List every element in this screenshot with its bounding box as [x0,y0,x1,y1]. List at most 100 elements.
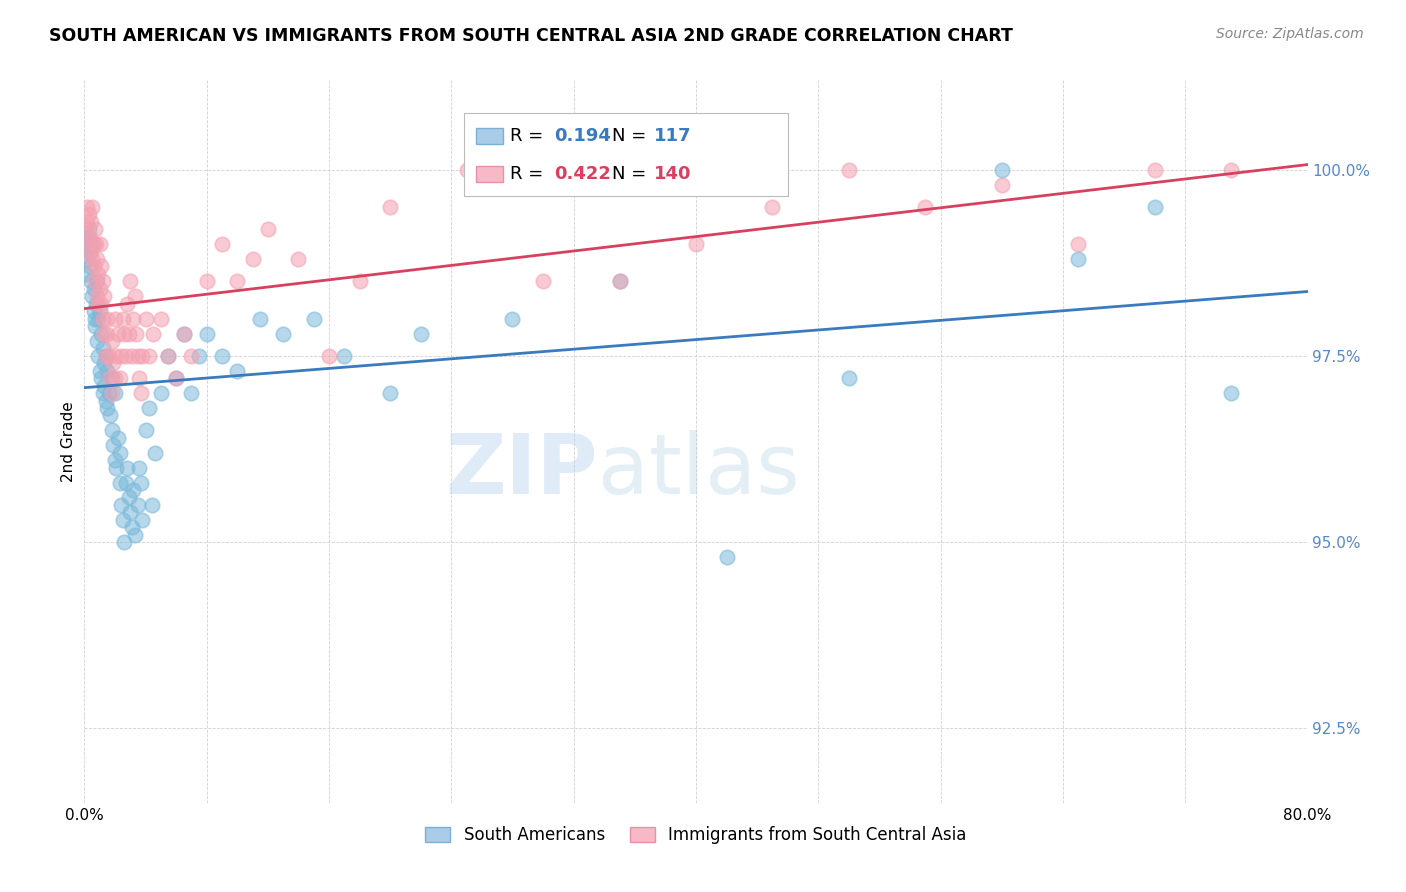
Point [502,311,524,326]
Point [380,200,402,214]
Point [111,513,134,527]
Point [91,342,114,356]
Point [157,349,180,363]
Point [80,200,103,214]
Point [142,326,165,341]
Point [111,311,134,326]
Point [90,371,112,385]
Point [141,498,163,512]
Point [1143,162,1166,177]
Point [104,371,127,385]
Point [91,386,114,401]
Point [112,326,135,341]
Point [114,349,136,363]
Point [1220,162,1243,177]
Point [121,349,143,363]
Point [1067,252,1090,266]
Point [716,549,738,564]
Point [128,371,150,385]
Point [114,475,136,490]
Point [87,311,110,326]
Point [112,535,135,549]
Point [531,274,554,288]
Point [1220,386,1243,401]
Point [685,237,707,252]
Point [409,326,432,341]
Point [93,326,115,341]
Point [80,215,103,229]
Point [96,364,118,378]
Point [135,423,157,437]
Point [93,356,115,370]
Point [127,349,149,363]
Point [103,438,125,452]
Point [333,349,356,363]
Point [991,162,1014,177]
Point [105,460,128,475]
FancyBboxPatch shape [475,166,503,182]
Point [77,207,100,221]
Point [75,267,97,281]
Text: SOUTH AMERICAN VS IMMIGRANTS FROM SOUTH CENTRAL ASIA 2ND GRADE CORRELATION CHART: SOUTH AMERICAN VS IMMIGRANTS FROM SOUTH … [49,27,1014,45]
Point [76,215,98,229]
Point [77,237,100,252]
Point [318,349,340,363]
Point [115,460,138,475]
Point [84,274,107,288]
Point [173,326,195,341]
Point [86,334,108,348]
Point [609,274,631,288]
Text: Source: ZipAtlas.com: Source: ZipAtlas.com [1216,27,1364,41]
Point [89,237,111,252]
Text: 140: 140 [654,165,692,183]
Point [249,311,271,326]
Point [80,274,103,288]
Point [761,200,783,214]
Point [97,386,120,401]
Point [107,326,129,341]
Point [456,162,478,177]
Point [76,237,98,252]
Point [122,311,145,326]
Point [105,349,128,363]
Point [138,401,160,415]
Point [125,326,148,341]
Point [84,319,107,334]
Text: ZIP: ZIP [446,430,598,511]
Point [121,520,143,534]
Point [89,282,111,296]
Point [76,200,98,214]
Point [101,371,124,385]
Point [124,289,146,303]
Point [86,289,108,303]
Point [98,371,121,385]
Point [80,237,103,252]
Point [103,356,125,370]
Point [84,311,107,326]
Point [94,349,117,363]
Point [120,274,142,288]
Text: N =: N = [612,165,651,183]
Point [257,222,280,236]
Point [287,252,309,266]
Point [104,386,127,401]
Point [131,349,153,363]
Point [96,311,118,326]
Point [120,505,142,519]
Point [135,311,157,326]
Point [90,326,112,341]
Text: R =: R = [510,127,548,145]
FancyBboxPatch shape [464,112,787,196]
Point [79,244,101,259]
Point [83,282,105,296]
Point [83,237,105,252]
Point [108,475,131,490]
Text: N =: N = [612,127,651,145]
Point [838,162,860,177]
Point [104,453,127,467]
Point [108,446,131,460]
Point [271,326,294,341]
Point [86,252,108,266]
Point [380,386,402,401]
Point [91,274,114,288]
